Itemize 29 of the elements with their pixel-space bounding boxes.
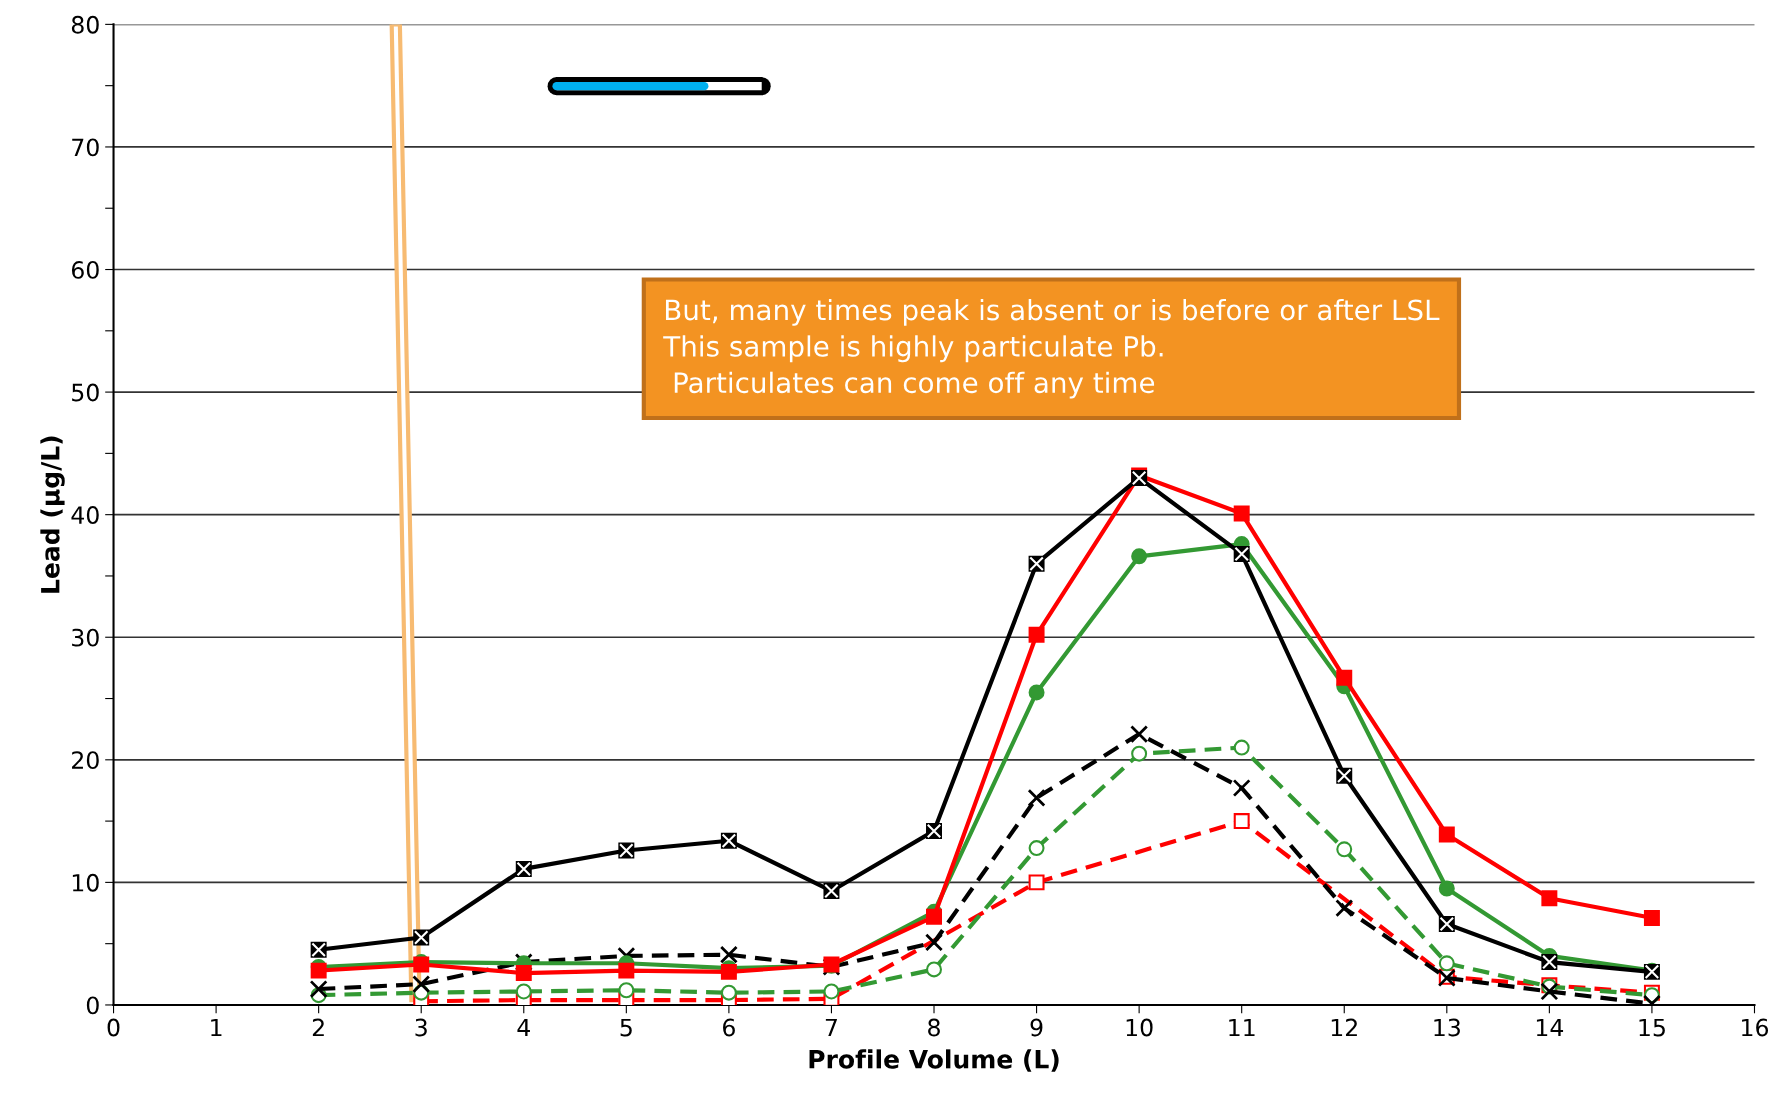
x-tick-label: 13: [1434, 1018, 1460, 1037]
x-tick-label: 1: [211, 1018, 222, 1037]
x-tick-label: 15: [1639, 1018, 1665, 1037]
x-tick-label: 6: [723, 1018, 735, 1037]
annotation: But, many times peak is absent or is before or after LSL This sample is highly particulate Pb. Particulates can come off any time: [663, 298, 1440, 399]
x-tick-label: 8: [928, 1018, 940, 1037]
x-tick-label: 9: [1030, 1018, 1043, 1037]
y-tick-label: 50: [72, 383, 99, 402]
x-tick-label: 5: [620, 1018, 632, 1037]
y-tick-label: 40: [71, 506, 99, 524]
x-tick-label: 7: [825, 1018, 837, 1037]
y-tick-label: 10: [72, 873, 99, 892]
y-tick-label: 60: [71, 260, 99, 279]
x-tick-label: 2: [312, 1018, 324, 1037]
x-tick-label: 10: [1126, 1018, 1153, 1037]
x-tick-label: 0: [107, 1018, 120, 1037]
x-tick-label: 11: [1229, 1018, 1255, 1037]
y-tick-label: 70: [72, 138, 99, 157]
y-tick-label: 80: [71, 15, 99, 34]
x-tick-label: 4: [517, 1018, 530, 1037]
x-tick-label: 3: [415, 1018, 427, 1037]
x-tick-label: 12: [1331, 1018, 1357, 1037]
x-tick-label: 14: [1536, 1018, 1564, 1037]
y-tick-label: 20: [72, 751, 99, 770]
y-axis-title: Lead (µg/L): [40, 436, 65, 593]
x-tick-label: 16: [1742, 1018, 1769, 1037]
x-axis-title: Profile Volume (L): [809, 1049, 1059, 1072]
y-tick-label: 30: [72, 628, 99, 647]
y-tick-label: 0: [86, 996, 99, 1015]
